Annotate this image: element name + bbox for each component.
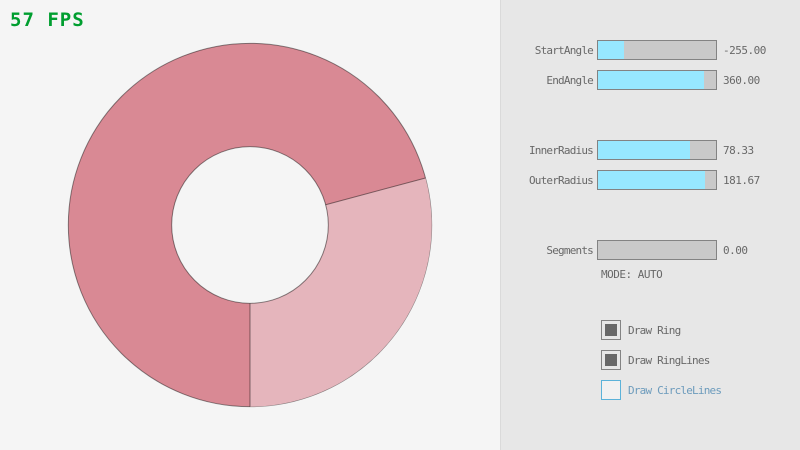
checkbox-label: Draw RingLines	[628, 353, 710, 367]
ring-single-pass-sector	[250, 177, 432, 407]
slider-row-outer-radius: OuterRadius 181.67	[501, 170, 800, 190]
end-angle-label: EndAngle	[546, 73, 593, 87]
slider-row-segments: Segments 0.00	[501, 240, 800, 260]
start-angle-slider-fill	[598, 41, 624, 59]
inner-radius-value: 78.33	[723, 143, 754, 157]
checkmark-fill	[605, 354, 617, 366]
start-angle-slider[interactable]	[597, 40, 717, 60]
checkbox-box[interactable]	[601, 320, 621, 340]
ring-inner-hole	[171, 146, 329, 304]
end-angle-slider[interactable]	[597, 70, 717, 90]
start-angle-label: StartAngle	[534, 43, 594, 57]
fps-counter: 57 FPS	[10, 9, 85, 31]
segments-value: 0.00	[723, 243, 748, 257]
inner-radius-slider-fill	[598, 141, 691, 159]
checkbox-label: Draw Ring	[628, 323, 681, 337]
checkbox-draw-ringlines[interactable]: Draw RingLines	[601, 350, 710, 370]
segments-slider[interactable]	[597, 240, 717, 260]
outer-radius-value: 181.67	[723, 173, 760, 187]
segments-label: Segments	[546, 243, 593, 257]
slider-row-inner-radius: InnerRadius 78.33	[501, 140, 800, 160]
end-angle-value: 360.00	[723, 73, 760, 87]
end-angle-slider-fill	[598, 71, 705, 89]
checkbox-box[interactable]	[601, 380, 621, 400]
ring-start-angle-line	[325, 177, 426, 206]
start-angle-value: -255.00	[723, 43, 766, 57]
outer-radius-label: OuterRadius	[528, 173, 594, 187]
segments-mode-label: MODE: AUTO	[601, 268, 663, 281]
slider-row-end-angle: EndAngle 360.00	[501, 70, 800, 90]
outer-radius-slider-fill	[598, 171, 706, 189]
inner-radius-slider[interactable]	[597, 140, 717, 160]
outer-radius-slider[interactable]	[597, 170, 717, 190]
checkbox-label: Draw CircleLines	[628, 383, 722, 397]
checkbox-draw-ring[interactable]: Draw Ring	[601, 320, 681, 340]
control-panel: StartAngle -255.00 EndAngle 360.00 Inner…	[500, 0, 800, 450]
slider-row-start-angle: StartAngle -255.00	[501, 40, 800, 60]
checkbox-box[interactable]	[601, 350, 621, 370]
checkmark-fill	[605, 324, 617, 336]
checkbox-draw-circlelines[interactable]: Draw CircleLines	[601, 380, 722, 400]
ring-canvas	[67, 42, 433, 408]
inner-radius-label: InnerRadius	[528, 143, 594, 157]
